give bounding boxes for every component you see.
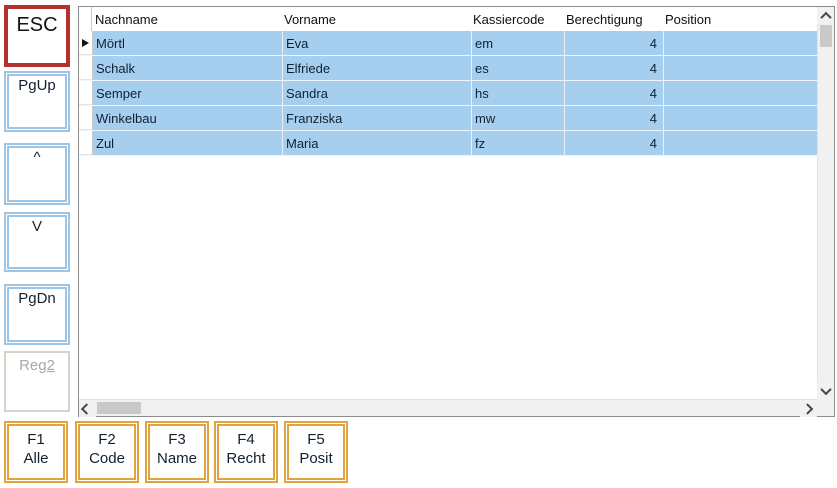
cell-nachname: Mörtl xyxy=(96,36,125,51)
scroll-down-button[interactable] xyxy=(817,382,834,399)
current-row-marker-icon xyxy=(82,38,89,47)
scroll-right-button[interactable] xyxy=(800,400,817,417)
fkey-key: F2 xyxy=(98,431,116,448)
f1-alle-button[interactable]: F1 Alle xyxy=(4,421,68,483)
row-indicator-cell xyxy=(79,56,93,80)
column-header-nachname: Nachname xyxy=(95,12,158,27)
cell-position xyxy=(663,81,817,105)
fkey-label: Recht xyxy=(226,450,266,467)
row-down-button[interactable]: V xyxy=(4,212,70,272)
cell-kassiercode: hs xyxy=(471,81,564,105)
cell-position xyxy=(663,106,817,130)
vertical-scrollbar-thumb[interactable] xyxy=(820,25,832,47)
reg2-button: Reg2 xyxy=(4,351,70,412)
chevron-right-icon xyxy=(801,402,813,415)
table-header-row: Nachname Vorname Kassiercode Berechtigun… xyxy=(79,7,817,31)
f4-recht-button[interactable]: F4 Recht xyxy=(214,421,278,483)
row-indicator-cell xyxy=(79,31,93,55)
fkey-key: F1 xyxy=(27,431,45,448)
table-row[interactable]: Schalk Elfriede es 4 xyxy=(79,56,817,81)
cell-position xyxy=(663,131,817,155)
cell-vorname: Sandra xyxy=(282,81,471,105)
column-header-position: Position xyxy=(665,12,712,27)
cell-vorname: Franziska xyxy=(282,106,471,130)
cell-nachname: Zul xyxy=(96,136,115,151)
chevron-down-icon xyxy=(819,383,832,395)
cell-nachname: Schalk xyxy=(96,61,136,76)
cell-vorname: Maria xyxy=(282,131,471,155)
esc-button[interactable]: ESC xyxy=(4,5,70,67)
scroll-up-button[interactable] xyxy=(817,7,834,24)
fkey-key: F5 xyxy=(307,431,325,448)
row-indicator-cell xyxy=(79,81,93,105)
cell-position xyxy=(663,31,817,55)
fkey-label: Alle xyxy=(23,450,49,467)
f5-posit-button[interactable]: F5 Posit xyxy=(284,421,348,483)
vertical-scrollbar[interactable] xyxy=(817,7,834,399)
scrollbar-corner xyxy=(817,399,834,416)
cell-vorname: Elfriede xyxy=(282,56,471,80)
fkey-label: Posit xyxy=(299,450,333,467)
column-header-berechtigung: Berechtigung xyxy=(566,12,643,27)
row-indicator-cell xyxy=(79,131,93,155)
cell-kassiercode: em xyxy=(471,31,564,55)
horizontal-scrollbar[interactable] xyxy=(79,399,817,417)
fkey-label: Code xyxy=(89,450,125,467)
table-row[interactable]: Semper Sandra hs 4 xyxy=(79,81,817,106)
fkey-key: F3 xyxy=(168,431,186,448)
f2-code-button[interactable]: F2 Code xyxy=(75,421,139,483)
chevron-up-icon xyxy=(819,11,832,23)
chevron-left-icon xyxy=(80,402,92,415)
fkey-key: F4 xyxy=(237,431,255,448)
header-indicator-cell xyxy=(79,7,92,31)
scroll-left-button[interactable] xyxy=(79,400,96,417)
table-row[interactable]: Zul Maria fz 4 xyxy=(79,131,817,156)
cell-position xyxy=(663,56,817,80)
f3-name-button[interactable]: F3 Name xyxy=(145,421,209,483)
table-row[interactable]: Winkelbau Franziska mw 4 xyxy=(79,106,817,131)
cell-berechtigung: 4 xyxy=(564,81,663,105)
fkey-label: Name xyxy=(156,450,197,467)
cell-kassiercode: mw xyxy=(471,106,564,130)
page-down-button[interactable]: PgDn xyxy=(4,284,70,345)
cell-nachname: Semper xyxy=(96,86,142,101)
cell-berechtigung: 4 xyxy=(564,31,663,55)
reg2-label-accesskey: 2 xyxy=(46,357,55,374)
row-indicator-cell xyxy=(79,106,93,130)
horizontal-scrollbar-thumb[interactable] xyxy=(97,402,141,414)
cell-kassiercode: fz xyxy=(471,131,564,155)
cell-berechtigung: 4 xyxy=(564,56,663,80)
column-header-vorname: Vorname xyxy=(284,12,337,27)
column-header-kassiercode: Kassiercode xyxy=(473,12,545,27)
row-up-button[interactable]: ^ xyxy=(4,143,70,205)
table-row[interactable]: Mörtl Eva em 4 xyxy=(79,31,817,56)
cell-berechtigung: 4 xyxy=(564,131,663,155)
reg2-label-prefix: Reg xyxy=(19,357,47,374)
cell-berechtigung: 4 xyxy=(564,106,663,130)
cashier-table: Nachname Vorname Kassiercode Berechtigun… xyxy=(78,6,835,417)
page-up-button[interactable]: PgUp xyxy=(4,71,70,132)
cell-kassiercode: es xyxy=(471,56,564,80)
cell-nachname: Winkelbau xyxy=(96,111,157,126)
cell-vorname: Eva xyxy=(282,31,471,55)
table-body: Nachname Vorname Kassiercode Berechtigun… xyxy=(79,7,817,399)
